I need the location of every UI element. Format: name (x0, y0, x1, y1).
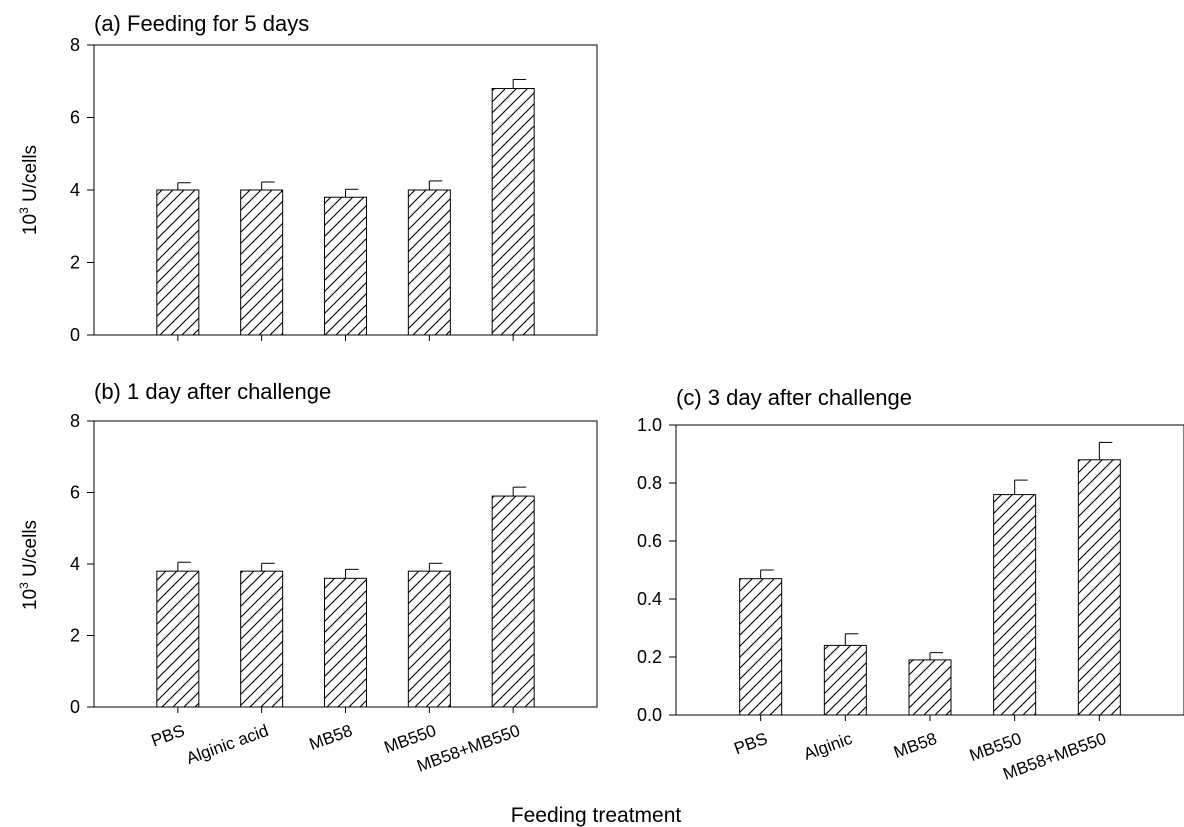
y-tick-label: 0.0 (637, 705, 662, 725)
panel-c-chart: (c) 3 day after challenge 0.0 0.2 0.4 0.6 0.8… (637, 385, 1184, 784)
y-axis-label: 103 U/cells (17, 520, 41, 610)
chart-title: (a) Feeding for 5 days (94, 11, 309, 36)
bar (240, 570, 284, 708)
category-label: PBS (149, 721, 187, 750)
bar (240, 189, 284, 336)
bar (491, 88, 535, 336)
figure-x-axis-label: Feeding treatment (511, 804, 682, 827)
y-tick-label: 1.0 (637, 415, 662, 435)
bar (407, 189, 451, 336)
y-tick-label: 0 (70, 697, 80, 717)
chart-title: (b) 1 day after challenge (94, 379, 331, 404)
y-tick-label: 8 (70, 35, 80, 55)
panel-a-chart: (a) Feeding for 5 days 0 2 4 6 8 103 U/cells (17, 11, 598, 345)
y-tick-label: 6 (70, 108, 80, 128)
bar (156, 570, 200, 708)
chart-title: (c) 3 day after challenge (676, 385, 912, 410)
y-tick-label: 4 (70, 554, 80, 574)
category-label: Alginic (801, 729, 855, 764)
y-tick-label: 6 (70, 483, 80, 503)
y-tick-label: 2 (70, 626, 80, 646)
bar (823, 644, 867, 716)
y-tick-label: 4 (70, 180, 80, 200)
bar (324, 577, 367, 708)
y-tick-label: 0.6 (637, 531, 662, 551)
bar (491, 495, 535, 708)
bar (156, 189, 200, 336)
category-label: PBS (732, 729, 770, 758)
bar (908, 659, 952, 716)
bar (1077, 459, 1121, 716)
y-tick-label: 0.4 (637, 589, 662, 609)
y-tick-label: 0 (70, 325, 80, 345)
panel-b-chart: (b) 1 day after challenge 0 2 4 6 8 103 U/cell… (17, 379, 598, 776)
category-label: Alginic acid (184, 721, 271, 768)
bar (993, 494, 1037, 716)
y-axis-label: 103 U/cells (17, 145, 41, 235)
category-label: MB58 (891, 729, 939, 762)
y-tick-label: 8 (70, 411, 80, 431)
category-label: MB58 (307, 721, 355, 754)
y-tick-label: 0.2 (637, 647, 662, 667)
bar (324, 196, 367, 336)
bar (739, 578, 783, 716)
bar (407, 570, 451, 708)
y-tick-label: 2 (70, 253, 80, 273)
y-tick-label: 0.8 (637, 473, 662, 493)
